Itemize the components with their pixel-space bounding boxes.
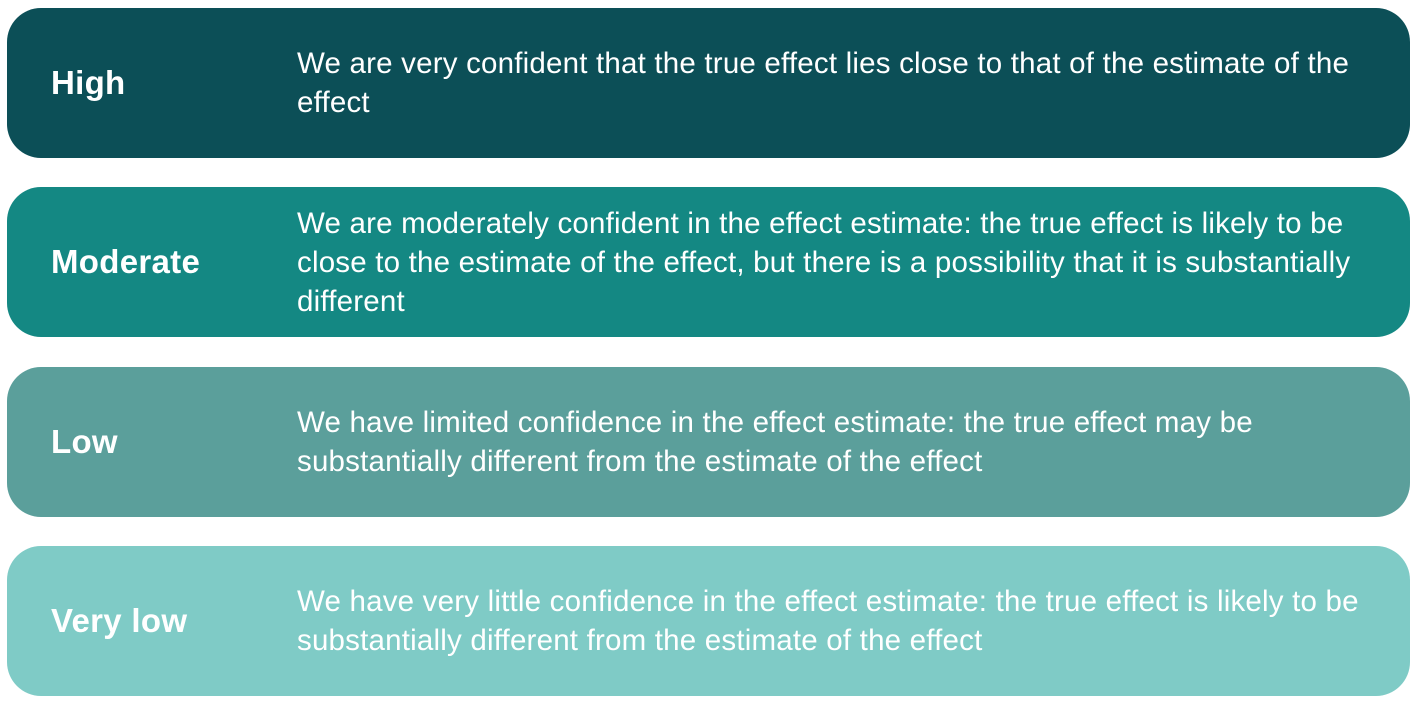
level-description-moderate: We are moderately confident in the effec… [297,187,1367,337]
level-label-very-low: Very low [51,602,188,639]
level-row-very-low: Very low We have very little confidence … [7,546,1410,696]
level-description-low: We have limited confidence in the effect… [297,367,1367,517]
level-row-low: Low We have limited confidence in the ef… [7,367,1410,517]
level-description-very-low: We have very little confidence in the ef… [297,546,1367,696]
level-description-text: We are very confident that the true effe… [297,47,1350,119]
level-description-text: We have limited confidence in the effect… [297,406,1253,478]
level-label-low: Low [51,423,118,460]
level-label-high: High [51,64,126,101]
level-row-moderate: Moderate We are moderately confident in … [7,187,1410,337]
certainty-levels: High We are very confident that the true… [7,8,1410,698]
level-row-high: High We are very confident that the true… [7,8,1410,158]
level-description-high: We are very confident that the true effe… [297,8,1367,158]
level-description-text: We are moderately confident in the effec… [297,206,1351,318]
level-description-text: We have very little confidence in the ef… [297,585,1359,657]
level-label-moderate: Moderate [51,243,201,280]
